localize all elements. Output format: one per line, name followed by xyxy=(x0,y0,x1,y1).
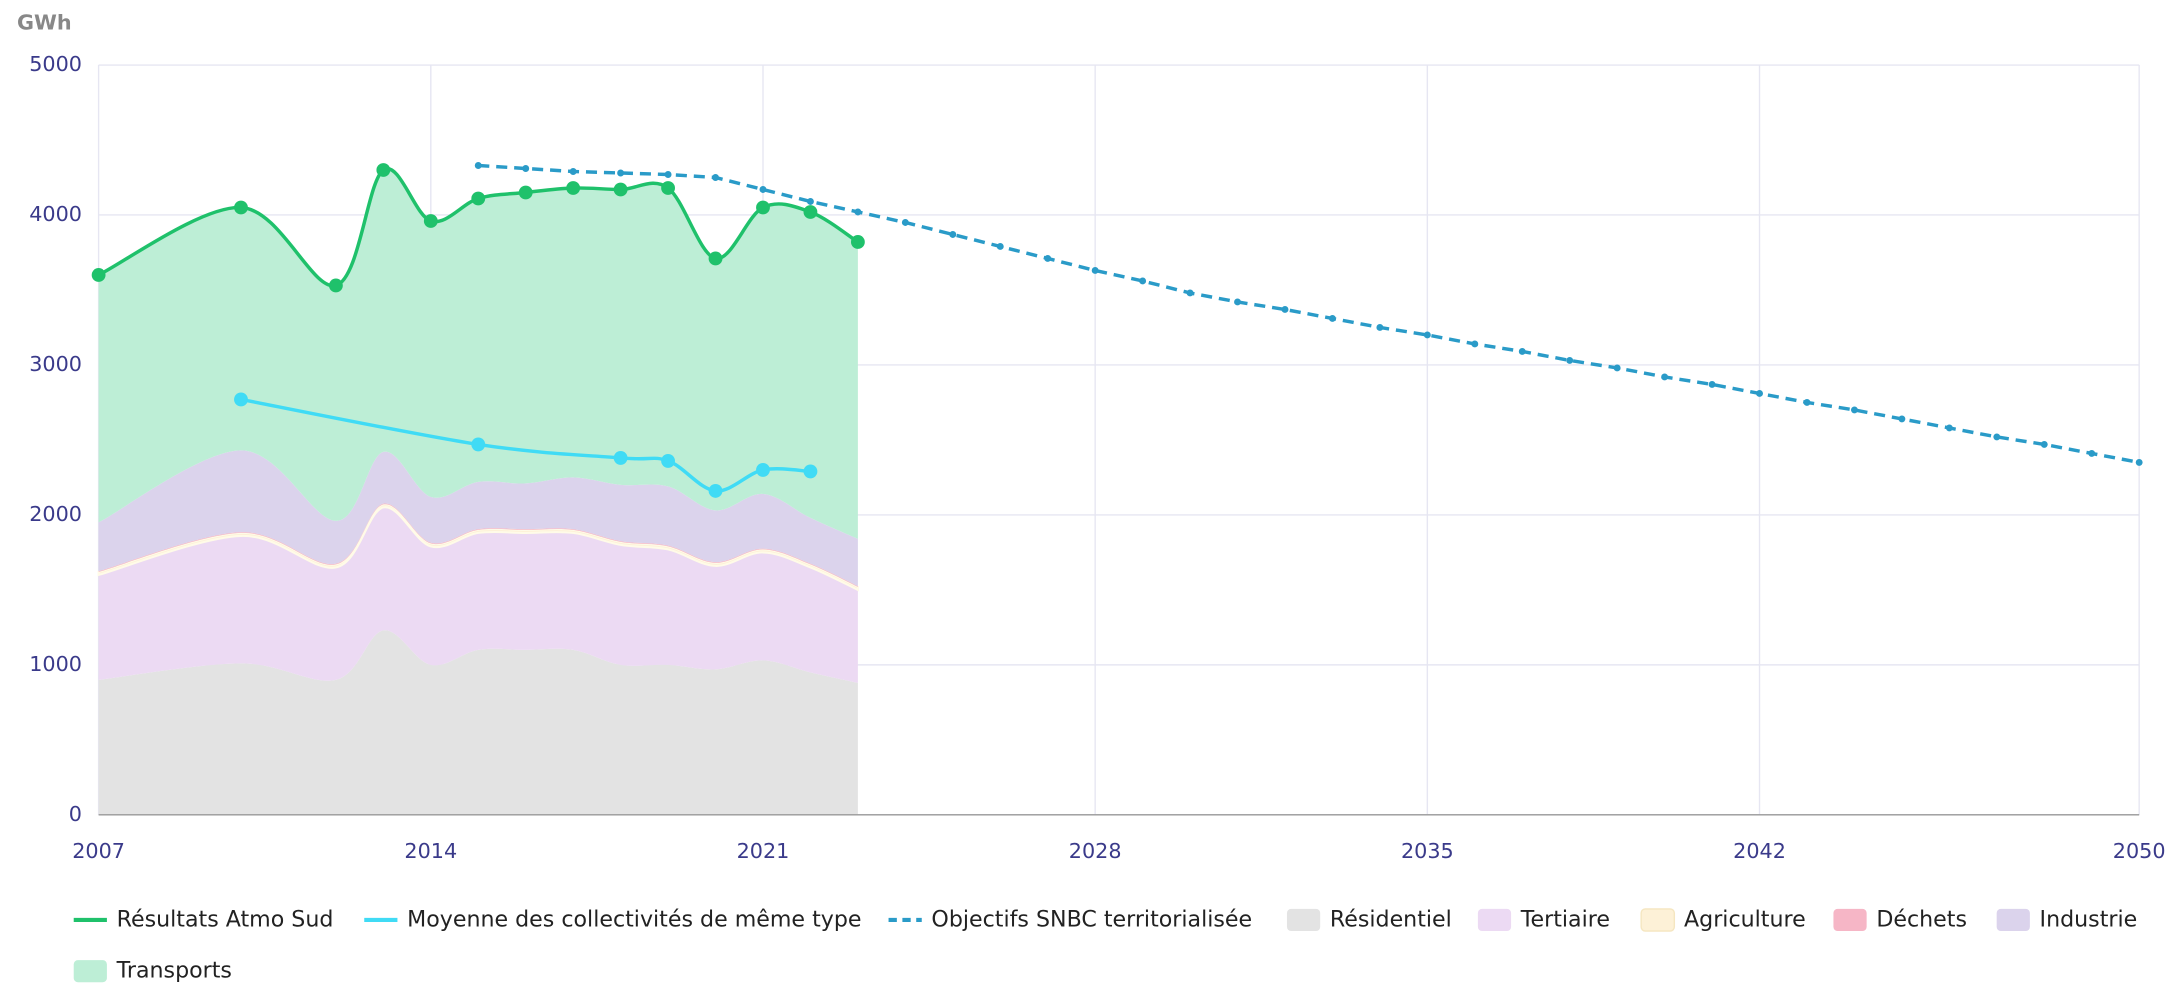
point xyxy=(756,200,770,215)
point xyxy=(1091,267,1099,274)
point xyxy=(617,169,625,177)
point xyxy=(91,268,106,282)
x-tick-label: 2035 xyxy=(1401,839,1454,863)
point xyxy=(613,182,628,197)
point xyxy=(661,181,675,195)
legend-swatch xyxy=(1477,908,1512,932)
point xyxy=(471,437,486,452)
point xyxy=(471,191,486,206)
point xyxy=(522,165,530,172)
x-tick-label: 2007 xyxy=(72,839,125,863)
point xyxy=(756,463,770,477)
legend-label: Moyenne des collectivités de même type xyxy=(407,906,861,932)
point xyxy=(1898,415,1906,423)
legend-label: Déchets xyxy=(1876,906,1967,932)
legend-label: Objectifs SNBC territorialisée xyxy=(931,906,1252,932)
point xyxy=(1850,406,1858,414)
point xyxy=(613,451,628,465)
point xyxy=(234,200,248,215)
point xyxy=(2135,458,2143,466)
point xyxy=(708,251,723,266)
point xyxy=(1281,306,1289,313)
legend-swatch xyxy=(1640,908,1676,932)
point xyxy=(234,392,248,407)
point xyxy=(1328,315,1336,322)
point xyxy=(803,205,818,219)
point xyxy=(569,168,577,175)
y-tick-label: 3000 xyxy=(29,352,82,376)
y-tick-label: 0 xyxy=(69,802,82,826)
legend-label: Résultats Atmo Sud xyxy=(117,906,334,932)
point xyxy=(1613,364,1621,372)
legend-label: Résidentiel xyxy=(1330,906,1452,932)
point xyxy=(996,243,1004,250)
point xyxy=(1518,347,1526,355)
point xyxy=(850,235,865,249)
point xyxy=(2088,449,2096,457)
point xyxy=(1803,398,1811,406)
legend-swatch xyxy=(1286,908,1321,932)
point xyxy=(803,464,818,479)
point xyxy=(1993,433,2001,441)
area-0 xyxy=(98,630,858,815)
legend-label: Transports xyxy=(116,958,232,984)
point xyxy=(1186,289,1194,297)
point xyxy=(1139,277,1147,285)
point xyxy=(664,171,672,178)
legend-label: Agriculture xyxy=(1684,906,1806,932)
y-tick-label: 5000 xyxy=(29,52,82,76)
legend-label: Tertiaire xyxy=(1520,906,1610,932)
x-tick-label: 2028 xyxy=(1069,839,1122,863)
point xyxy=(1708,380,1716,388)
x-tick-label: 2042 xyxy=(1733,839,1786,863)
area-5 xyxy=(98,168,858,539)
x-tick-label: 2050 xyxy=(2113,839,2166,863)
legend-swatch xyxy=(1833,908,1867,932)
point xyxy=(474,162,482,169)
point xyxy=(949,231,957,238)
point xyxy=(1423,331,1431,339)
series-line xyxy=(478,163,2140,465)
point xyxy=(1044,255,1052,262)
legend-swatch xyxy=(73,960,107,983)
point xyxy=(1566,356,1574,364)
y-tick-label: 2000 xyxy=(29,502,82,526)
x-tick-label: 2021 xyxy=(737,839,790,863)
point xyxy=(566,181,581,195)
point xyxy=(1376,323,1384,331)
point xyxy=(518,185,533,200)
point xyxy=(1945,424,1953,432)
point xyxy=(661,454,675,468)
point xyxy=(376,163,391,177)
point xyxy=(328,278,343,293)
area-4 xyxy=(98,450,858,587)
point xyxy=(1471,340,1479,348)
point xyxy=(708,484,723,498)
legend-swatch xyxy=(1996,908,2030,932)
point xyxy=(806,198,814,205)
y-axis-label: GWh xyxy=(17,11,72,35)
point xyxy=(1756,389,1763,397)
area-1 xyxy=(98,507,858,683)
point xyxy=(759,186,767,193)
legend-label: Industrie xyxy=(2040,906,2138,932)
point xyxy=(1234,298,1241,306)
point xyxy=(854,208,862,216)
point xyxy=(712,174,719,181)
point xyxy=(423,214,438,228)
y-tick-label: 4000 xyxy=(29,202,82,226)
point xyxy=(2040,440,2048,448)
point xyxy=(901,219,909,226)
x-tick-label: 2014 xyxy=(404,839,457,863)
point xyxy=(1661,373,1669,381)
y-tick-label: 1000 xyxy=(29,652,82,676)
